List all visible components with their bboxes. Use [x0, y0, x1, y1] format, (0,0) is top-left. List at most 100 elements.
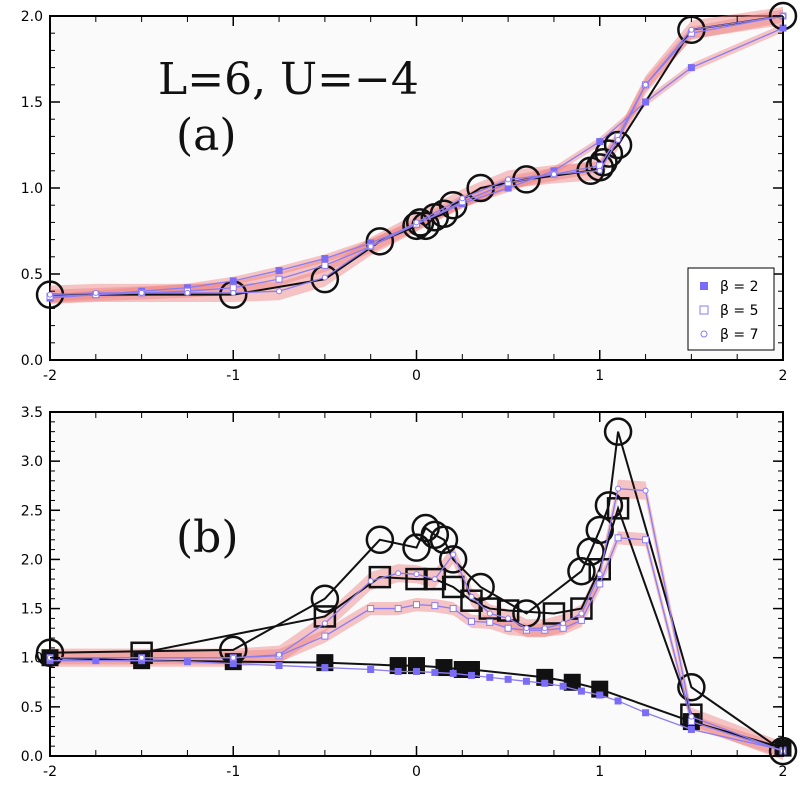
series-point-7 — [321, 274, 328, 281]
series-line-2-a — [49, 27, 784, 299]
series-point-7 — [688, 26, 695, 33]
series-point-7 — [523, 625, 530, 632]
x-tick-label: 1 — [595, 764, 604, 780]
x-tick-label: -1 — [226, 368, 240, 384]
reference-circle-point — [310, 584, 340, 613]
series-point-2 — [431, 668, 439, 676]
series-point-7 — [367, 578, 374, 585]
x-tick-label: 0 — [412, 764, 421, 780]
reference-circle-point — [585, 515, 614, 545]
series-point-7 — [468, 593, 475, 600]
series-point-5 — [413, 601, 420, 609]
reference-circle-point — [365, 227, 395, 256]
reference-square-point — [588, 558, 611, 581]
series-point-2 — [614, 697, 622, 705]
series-point-2 — [486, 673, 494, 681]
y-tick-label: 0.0 — [21, 353, 43, 369]
series-point-2 — [504, 675, 512, 683]
series-point-7 — [276, 651, 283, 658]
reference-circle-point — [429, 199, 459, 229]
series-point-2 — [229, 660, 237, 668]
series-point-7 — [184, 289, 191, 296]
series-point-7 — [230, 289, 237, 296]
reference-square-point — [423, 567, 447, 591]
series-point-5 — [367, 605, 375, 613]
x-tick-label: -2 — [43, 368, 57, 384]
band-5-b — [50, 531, 783, 758]
series-point-7 — [541, 625, 548, 632]
legend-label-beta2: β = 2 — [720, 279, 758, 295]
series-point-7 — [413, 219, 420, 226]
panel-a-marks — [35, 1, 798, 309]
series-point-2 — [541, 679, 549, 687]
series-line-5-b — [50, 537, 784, 752]
panel-b-ticks: -2 -1 0 1 2 0.0 0.5 1.0 1.5 2.0 2.5 3.0 3.5 — [21, 405, 788, 780]
y-tick-label: 1.5 — [21, 602, 43, 618]
reference-circle-point — [768, 736, 798, 766]
series-point-7 — [615, 136, 622, 143]
series-point-7 — [578, 610, 585, 617]
panel-b: -2 -1 0 1 2 0.0 0.5 1.0 1.5 2.0 2.5 3.0 3.5 (b) — [21, 405, 798, 780]
reference-circle-point — [677, 672, 706, 702]
reference-square-point — [478, 597, 502, 620]
reference-square-point — [542, 602, 566, 625]
y-tick-label: 0.5 — [21, 700, 43, 716]
reference-square-point — [405, 567, 428, 591]
series-point-7 — [642, 81, 649, 88]
series-point-5 — [275, 275, 283, 283]
series-point-7 — [450, 551, 457, 558]
series-point-2 — [321, 664, 329, 672]
series-point-7 — [688, 713, 695, 720]
panel-a-annotation-label: (a) — [176, 110, 237, 161]
legend-label-beta7: β = 7 — [720, 327, 758, 343]
y-tick-label: 1.0 — [21, 181, 43, 197]
panel-b-annotation-label: (b) — [176, 512, 239, 563]
series-point-7 — [395, 570, 402, 577]
x-tick-label: 0 — [412, 368, 421, 384]
series-point-2 — [559, 682, 567, 690]
series-point-7 — [550, 171, 557, 178]
reference-filled-square-point — [435, 659, 453, 677]
reference-square-point — [606, 497, 630, 520]
series-line-7-b — [50, 487, 784, 752]
series-point-2 — [687, 64, 695, 72]
series-point-5 — [467, 617, 475, 625]
y-tick-label: 2.0 — [21, 552, 43, 568]
series-point-7 — [615, 485, 622, 492]
series-point-7 — [431, 576, 438, 583]
reference-circle-point — [402, 211, 431, 241]
x-tick-label: 2 — [779, 368, 788, 384]
series-point-7 — [505, 615, 512, 622]
series-point-2 — [321, 255, 329, 263]
series-point-5 — [321, 261, 329, 269]
y-tick-label: 0.0 — [21, 749, 43, 765]
reference-circle-point — [567, 556, 596, 586]
band-7-b — [50, 479, 783, 761]
x-tick-label: 2 — [779, 764, 788, 780]
reference-square-point — [313, 605, 337, 628]
x-tick-label: 1 — [595, 368, 604, 384]
series-point-2 — [92, 657, 100, 665]
series-point-5 — [394, 605, 402, 613]
series-point-2 — [183, 658, 191, 666]
series-point-2 — [275, 267, 283, 275]
panel-a-frame — [49, 15, 784, 361]
series-point-2 — [522, 677, 530, 685]
reference-circle-point — [429, 525, 459, 555]
panel-a-ticks: -2 -1 0 1 2 0.0 0.5 1.0 1.5 2.0 — [21, 9, 788, 384]
series-point-7 — [596, 167, 603, 174]
y-tick-label: 1.0 — [21, 651, 43, 667]
reference-filled-square-point — [563, 673, 581, 691]
reference-square-point — [441, 575, 465, 599]
series-point-5 — [486, 618, 494, 626]
reference-circle-point — [365, 525, 395, 555]
series-point-7 — [367, 243, 374, 250]
reference-circle-point — [466, 173, 495, 203]
series-point-7 — [642, 487, 649, 494]
reference-circle-point — [594, 139, 624, 168]
legend-label-beta5: β = 5 — [720, 303, 758, 319]
series-point-7 — [560, 620, 567, 627]
y-tick-label: 2.5 — [21, 503, 43, 519]
series-point-7 — [486, 610, 493, 617]
